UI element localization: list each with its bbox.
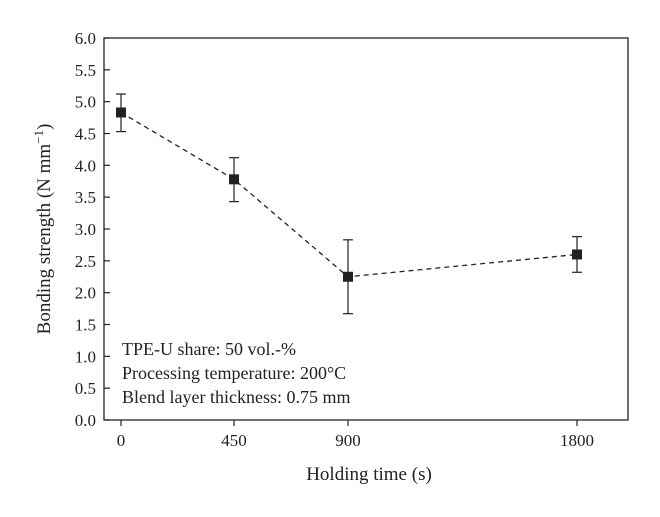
- y-axis-title-close: ): [34, 124, 55, 130]
- x-tick-label: 0: [117, 431, 126, 450]
- annotation-line: Blend layer thickness: 0.75 mm: [122, 387, 350, 407]
- data-point-marker: [572, 249, 582, 260]
- data-point-marker: [229, 174, 239, 185]
- y-tick-label: 1.0: [75, 347, 96, 366]
- y-axis-title: Bonding strength (N mm−1): [31, 124, 56, 335]
- x-axis-title: Holding time (s): [306, 464, 432, 485]
- x-tick-label: 1800: [560, 431, 594, 450]
- y-tick-label: 1.5: [75, 316, 96, 335]
- y-tick-label: 5.5: [75, 61, 96, 80]
- annotation-line: Processing temperature: 200°C: [122, 363, 346, 383]
- x-axis-ticks: 0 450 900 1800: [117, 420, 594, 450]
- y-tick-label: 6.0: [75, 29, 96, 48]
- annotation-layer: TPE-U share: 50 vol.-% Processing tempera…: [122, 339, 350, 407]
- y-axis-ticks: 0.0 0.5 1.0 1.5 2.0 2.5 3.0 3.5 4.0 4.5 5.0 5.5 6.0: [75, 29, 110, 430]
- y-tick-label: 0.5: [75, 379, 96, 398]
- series-layer: [116, 93, 582, 315]
- y-tick-label: 2.5: [75, 252, 96, 271]
- y-tick-label: 4.5: [75, 125, 96, 144]
- y-tick-label: 3.5: [75, 188, 96, 207]
- y-tick-label: 3.0: [75, 220, 96, 239]
- y-tick-label: 5.0: [75, 93, 96, 112]
- series-line: [120, 111, 578, 278]
- x-tick-label: 450: [221, 431, 247, 450]
- y-axis-title-sup: −1: [31, 130, 46, 144]
- y-axis-title-main: Bonding strength (N mm: [34, 144, 55, 335]
- y-tick-label: 4.0: [75, 156, 96, 175]
- data-point-marker: [116, 107, 126, 118]
- y-tick-label: 2.0: [75, 284, 96, 303]
- y-tick-label: 0.0: [75, 411, 96, 430]
- annotation-line: TPE-U share: 50 vol.-%: [122, 339, 296, 359]
- x-tick-label: 900: [335, 431, 361, 450]
- data-point-marker: [343, 271, 353, 282]
